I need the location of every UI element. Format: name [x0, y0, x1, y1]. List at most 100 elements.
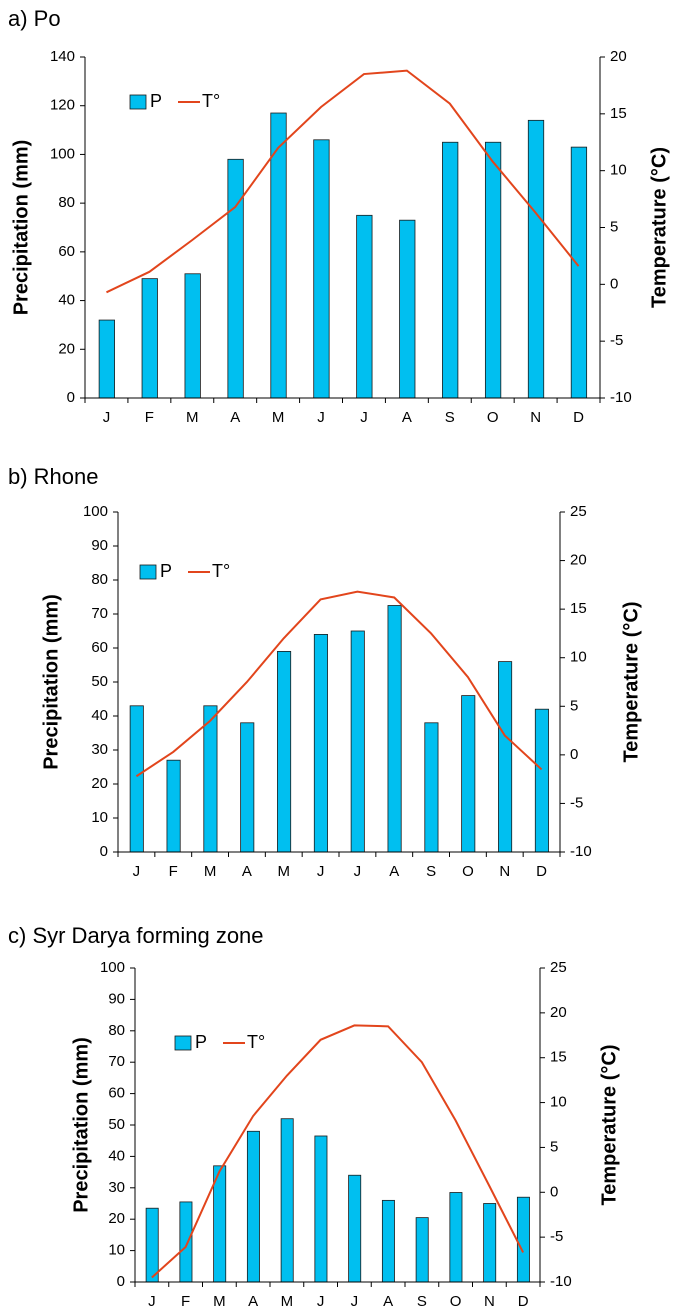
y2-tick-label: 15: [550, 1049, 567, 1066]
legend-label: P: [160, 561, 172, 581]
x-tick-label: M: [278, 863, 291, 880]
y-tick-label: 40: [91, 707, 108, 724]
y-tick-label: 0: [100, 843, 108, 860]
x-tick-label: F: [181, 1293, 190, 1310]
x-tick-label: J: [103, 409, 111, 426]
legend-swatch: [139, 564, 157, 580]
bar: [240, 722, 255, 853]
y-tick-label: 70: [108, 1053, 125, 1070]
x-tick-label: D: [518, 1293, 529, 1310]
bar: [415, 1217, 429, 1283]
y-tick-label: 0: [67, 389, 75, 406]
bar: [498, 661, 513, 853]
bar: [424, 722, 439, 853]
x-tick-label: A: [248, 1293, 258, 1310]
bar: [313, 139, 330, 399]
x-tick-label: A: [230, 409, 240, 426]
x-tick-label: M: [186, 409, 199, 426]
bar: [203, 705, 218, 853]
temperature-line: [106, 69, 580, 294]
y2-tick-label: 5: [550, 1138, 558, 1155]
y2-tick-label: 25: [570, 503, 587, 520]
bar: [141, 278, 158, 399]
y2-tick-label: 20: [570, 552, 587, 569]
y2-tick-label: 25: [550, 959, 567, 976]
bar: [570, 146, 588, 399]
y-tick-label: 60: [58, 243, 75, 260]
bar: [246, 1130, 260, 1283]
y2-tick-label: 0: [570, 746, 578, 763]
x-tick-label: A: [389, 863, 399, 880]
x-tick-label: O: [450, 1293, 462, 1310]
y-tick-label: 50: [108, 1116, 125, 1133]
x-tick-label: J: [351, 1293, 359, 1310]
bar: [313, 634, 328, 853]
y-axis-title: Precipitation (mm): [10, 140, 32, 316]
x-tick-label: S: [426, 863, 436, 880]
y-tick-label: 100: [83, 503, 108, 520]
y2-axis-title: Temperature (°C): [648, 147, 670, 308]
bar: [129, 705, 144, 853]
bar: [98, 319, 115, 399]
bar: [356, 214, 373, 399]
bar: [483, 1203, 497, 1283]
y-tick-label: 100: [50, 145, 75, 162]
x-tick-label: J: [317, 1293, 325, 1310]
bar: [314, 1135, 328, 1283]
legend-label: T°: [247, 1032, 265, 1052]
y-tick-label: 10: [91, 809, 108, 826]
legend-swatch: [174, 1035, 192, 1051]
y2-axis-title: Temperature (°C): [598, 1045, 620, 1206]
bar: [534, 708, 549, 853]
y-tick-label: 20: [58, 340, 75, 357]
x-tick-label: N: [499, 863, 510, 880]
y-axis-title: Precipitation (mm): [70, 1037, 92, 1213]
bar: [227, 158, 244, 399]
legend-label: T°: [202, 91, 220, 111]
bar: [213, 1165, 227, 1283]
x-tick-label: N: [484, 1293, 495, 1310]
bar: [166, 759, 181, 853]
bar: [484, 141, 502, 399]
bar: [516, 1196, 530, 1283]
y-axis-title: Precipitation (mm): [40, 594, 62, 770]
bar: [350, 630, 365, 853]
y-tick-label: 10: [108, 1242, 125, 1259]
y-tick-label: 80: [91, 571, 108, 588]
chart-title: a) Po: [8, 6, 61, 31]
y-tick-label: 40: [108, 1147, 125, 1164]
temperature-line: [135, 590, 543, 778]
y2-tick-label: 0: [610, 275, 618, 292]
x-tick-label: O: [462, 863, 474, 880]
y-tick-label: 60: [108, 1085, 125, 1102]
y-tick-label: 60: [91, 639, 108, 656]
y2-tick-label: 5: [570, 697, 578, 714]
chart-title: b) Rhone: [8, 464, 99, 489]
y-tick-label: 90: [108, 990, 125, 1007]
legend-label: P: [195, 1032, 207, 1052]
y2-tick-label: -5: [610, 332, 623, 349]
x-tick-label: J: [360, 409, 368, 426]
bar: [399, 219, 416, 399]
bar: [461, 695, 476, 853]
bar: [179, 1201, 193, 1283]
chart-title: c) Syr Darya forming zone: [8, 923, 264, 948]
x-tick-label: F: [145, 409, 154, 426]
x-tick-label: O: [487, 409, 499, 426]
y-tick-label: 120: [50, 97, 75, 114]
y2-axis-title: Temperature (°C): [620, 602, 642, 763]
y-tick-label: 30: [91, 741, 108, 758]
x-tick-label: J: [317, 863, 325, 880]
x-tick-label: A: [402, 409, 412, 426]
y-tick-label: 140: [50, 48, 75, 65]
x-tick-label: F: [169, 863, 178, 880]
y-tick-label: 30: [108, 1179, 125, 1196]
bar: [184, 273, 201, 399]
x-tick-label: J: [354, 863, 362, 880]
bar: [387, 605, 402, 853]
y-tick-label: 80: [108, 1022, 125, 1039]
x-tick-label: J: [317, 409, 325, 426]
y-tick-label: 100: [100, 959, 125, 976]
y-tick-label: 50: [91, 673, 108, 690]
